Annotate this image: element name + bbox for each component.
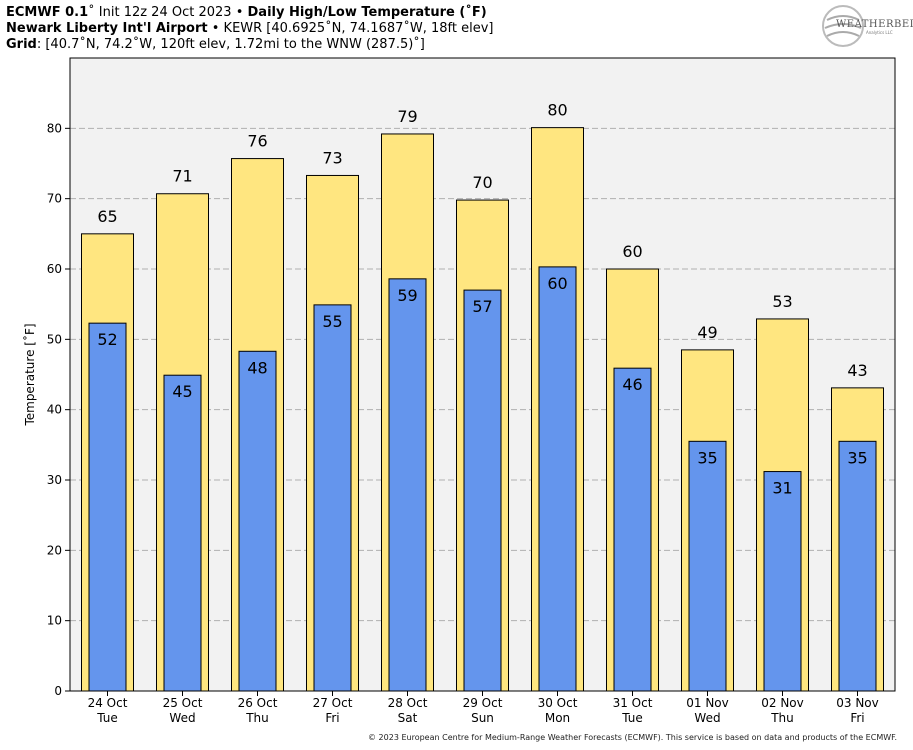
separator-dot: • <box>231 5 248 20</box>
low-bar <box>388 278 427 692</box>
model-name: ECMWF 0.1 <box>6 5 89 20</box>
low-value-label: 45 <box>172 382 192 401</box>
high-value-label: 73 <box>322 148 342 167</box>
header-line-2: Newark Liberty Int'l Airport • KEWR [40.… <box>6 21 494 37</box>
x-tick-label-date: 25 Oct <box>163 696 203 710</box>
x-tick-label-date: 02 Nov <box>761 696 804 710</box>
x-tick-label-date: 28 Oct <box>388 696 428 710</box>
logo-subtext: Analytics LLC <box>866 30 893 35</box>
x-tick-label-day: Tue <box>621 711 643 725</box>
y-tick-label: 60 <box>47 262 62 276</box>
chart-title: Daily High/Low Temperature (˚F) <box>247 5 487 20</box>
weatherbell-logo-icon <box>822 5 864 47</box>
low-bar <box>538 266 577 692</box>
x-tick-label-date: 01 Nov <box>686 696 729 710</box>
x-tick-label-date: 24 Oct <box>88 696 128 710</box>
y-tick-label: 70 <box>47 192 62 206</box>
high-value-label: 76 <box>247 132 267 151</box>
y-tick-label: 80 <box>47 121 62 135</box>
x-tick-label-day: Thu <box>245 711 269 725</box>
low-value-label: 57 <box>472 297 492 316</box>
low-bar <box>838 440 877 692</box>
high-value-label: 49 <box>697 323 717 342</box>
y-tick-label: 20 <box>47 543 62 557</box>
low-value-label: 55 <box>322 312 342 331</box>
y-tick-label: 50 <box>47 332 62 346</box>
plot-frame <box>69 57 896 692</box>
low-value-label: 52 <box>97 330 117 349</box>
x-tick-label-date: 27 Oct <box>313 696 353 710</box>
x-tick-label-day: Tue <box>96 711 118 725</box>
header-line-3: Grid: [40.7˚N, 74.2˚W, 120ft elev, 1.72m… <box>6 37 425 53</box>
high-value-label: 79 <box>397 107 417 126</box>
low-bar <box>313 304 352 692</box>
logo-text: WEATHERBELL <box>836 19 913 30</box>
x-tick-label-date: 03 Nov <box>836 696 879 710</box>
x-tick-label-date: 29 Oct <box>463 696 503 710</box>
x-tick-label-day: Thu <box>770 711 794 725</box>
x-tick-label-date: 31 Oct <box>613 696 653 710</box>
x-tick-label-day: Mon <box>545 711 570 725</box>
x-tick-label-day: Fri <box>850 711 864 725</box>
high-value-label: 43 <box>847 361 867 380</box>
high-value-label: 71 <box>172 167 192 186</box>
station-name: Newark Liberty Int'l Airport <box>6 21 208 36</box>
x-tick-label-day: Wed <box>169 711 195 725</box>
grid-label: Grid <box>6 37 37 52</box>
x-tick-label-day: Sun <box>471 711 494 725</box>
low-bar <box>613 367 652 692</box>
x-tick-label-day: Fri <box>325 711 339 725</box>
y-tick-label: 40 <box>47 403 62 417</box>
low-value-label: 46 <box>622 375 642 394</box>
x-tick-label-day: Sat <box>398 711 418 725</box>
station-detail: KEWR [40.6925˚N, 74.1687˚W, 18ft elev] <box>223 21 494 36</box>
low-value-label: 35 <box>847 448 867 467</box>
footer-copyright: © 2023 European Centre for Medium-Range … <box>368 733 897 742</box>
high-value-label: 60 <box>622 242 642 261</box>
y-tick-label: 0 <box>54 684 62 698</box>
low-bar <box>688 440 727 692</box>
high-value-label: 80 <box>547 101 567 120</box>
low-bar <box>763 471 802 692</box>
low-bar <box>463 289 502 692</box>
low-value-label: 60 <box>547 274 567 293</box>
y-tick-label: 10 <box>47 614 62 628</box>
x-tick-label-date: 30 Oct <box>538 696 578 710</box>
low-bar <box>163 374 202 692</box>
low-bar <box>238 350 277 692</box>
grid-detail: : [40.7˚N, 74.2˚W, 120ft elev, 1.72mi to… <box>36 37 425 52</box>
low-bar <box>88 322 127 692</box>
y-tick-label: 30 <box>47 473 62 487</box>
low-value-label: 35 <box>697 448 717 467</box>
header-line-1: ECMWF 0.1˚ Init 12z 24 Oct 2023 • Daily … <box>6 5 487 21</box>
low-value-label: 31 <box>772 479 792 498</box>
high-value-label: 65 <box>97 207 117 226</box>
x-tick-label-day: Wed <box>694 711 720 725</box>
high-value-label: 70 <box>472 173 492 192</box>
low-value-label: 48 <box>247 358 267 377</box>
x-tick-label-date: 26 Oct <box>238 696 278 710</box>
init-time: ˚ Init 12z 24 Oct 2023 <box>88 5 232 20</box>
high-value-label: 53 <box>772 292 792 311</box>
separator-dot: • <box>207 21 224 36</box>
low-value-label: 59 <box>397 286 417 305</box>
y-axis-label: Temperature [˚F] <box>22 323 37 426</box>
